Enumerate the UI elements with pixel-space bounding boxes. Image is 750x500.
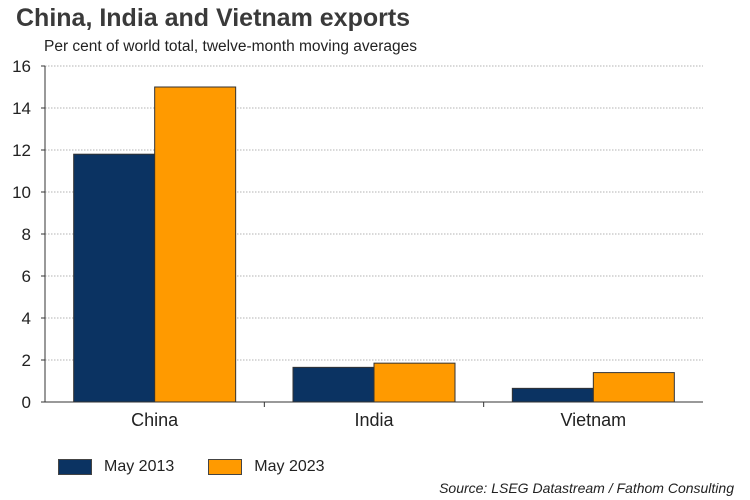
x-tick-label: Vietnam xyxy=(560,410,626,430)
y-tick-label: 14 xyxy=(12,99,31,118)
bar-china-may-2023 xyxy=(154,86,237,403)
legend: May 2013 May 2023 xyxy=(58,458,359,476)
y-tick-label: 12 xyxy=(12,141,31,160)
x-tick-label: China xyxy=(131,410,179,430)
legend-item-may-2013: May 2013 xyxy=(58,458,174,476)
y-tick-label: 2 xyxy=(22,351,31,370)
y-tick-label: 16 xyxy=(12,57,31,76)
bar-india-may-2013 xyxy=(292,366,375,403)
y-tick-label: 6 xyxy=(22,267,31,286)
y-tick-label: 0 xyxy=(22,393,31,412)
legend-label-may-2013: May 2013 xyxy=(104,458,175,475)
bar-vietnam-may-2023 xyxy=(592,372,675,403)
legend-swatch-may-2023 xyxy=(208,459,243,475)
chart-subtitle: Per cent of world total, twelve-month mo… xyxy=(44,38,418,55)
bar-vietnam-may-2013 xyxy=(511,387,594,403)
y-tick-label: 4 xyxy=(22,309,31,328)
bar-china-may-2013 xyxy=(73,153,156,403)
y-tick-label: 10 xyxy=(12,183,31,202)
source-note: Source: LSEG Datastream / Fathom Consult… xyxy=(439,480,734,496)
legend-label-may-2023: May 2023 xyxy=(254,458,325,475)
legend-item-may-2023: May 2023 xyxy=(208,458,325,476)
bar-india-may-2023 xyxy=(373,362,456,403)
y-tick-label: 8 xyxy=(22,225,31,244)
chart-title: China, India and Vietnam exports xyxy=(16,4,411,32)
x-tick-label: India xyxy=(354,410,394,430)
legend-swatch-may-2013 xyxy=(58,459,92,475)
